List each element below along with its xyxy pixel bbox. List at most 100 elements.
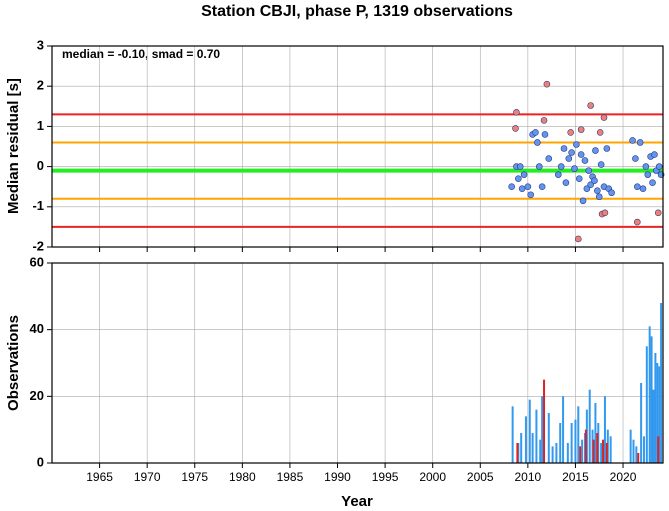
bar	[547, 413, 550, 463]
bar	[658, 366, 661, 463]
data-point	[608, 189, 615, 197]
x-tick-label: 1980	[229, 470, 256, 484]
bar	[603, 396, 606, 463]
data-point	[634, 183, 641, 190]
bar	[524, 416, 527, 463]
data-point	[560, 145, 568, 152]
chart-title: Station CBJI, phase P, 1319 observations	[201, 3, 513, 20]
data-point	[651, 151, 658, 158]
bar	[602, 439, 605, 463]
bar	[629, 429, 632, 463]
y-tick-label: 40	[30, 321, 44, 336]
data-point	[654, 209, 662, 217]
y-tick-label: -1	[32, 198, 44, 213]
y-tick-label: 3	[37, 37, 44, 52]
bar	[511, 406, 514, 463]
data-point	[557, 163, 565, 170]
x-tick-label: 1990	[324, 470, 351, 484]
data-point	[555, 171, 562, 178]
data-point	[655, 163, 663, 170]
data-point	[545, 155, 553, 162]
data-point	[595, 193, 603, 201]
data-point	[577, 151, 585, 158]
data-point	[603, 145, 611, 152]
data-point	[577, 126, 585, 133]
bar	[543, 379, 546, 463]
x-tick-label: 2005	[467, 470, 494, 484]
x-tick-label: 1975	[181, 470, 208, 484]
data-point	[541, 131, 549, 138]
bar	[650, 336, 653, 463]
data-point	[567, 129, 574, 136]
data-point	[543, 80, 551, 88]
data-point	[571, 165, 578, 172]
x-tick-label: 1965	[86, 470, 113, 484]
data-point	[540, 117, 548, 124]
data-point	[596, 129, 604, 136]
y-tick-label: 0	[37, 454, 44, 469]
x-tick-label: 1985	[277, 470, 304, 484]
data-point	[535, 163, 543, 170]
bar	[588, 389, 591, 463]
bar	[531, 433, 534, 463]
data-point	[508, 183, 515, 190]
bar	[657, 436, 660, 463]
bar	[660, 303, 663, 463]
data-point	[513, 109, 520, 116]
bar	[600, 443, 603, 463]
bar	[652, 389, 655, 463]
data-point	[512, 125, 519, 132]
y-axis-label: Observations	[5, 315, 22, 411]
data-point	[649, 179, 656, 186]
x-tick-label: 2010	[515, 470, 542, 484]
bar	[520, 433, 523, 463]
x-axis-label: Year	[341, 493, 373, 510]
data-point	[520, 171, 528, 178]
bar	[562, 396, 565, 463]
y-tick-label: 2	[37, 78, 44, 93]
data-point	[601, 209, 609, 217]
bar	[559, 423, 562, 463]
data-point	[575, 175, 583, 182]
bar	[584, 429, 587, 463]
bar	[637, 453, 640, 463]
annotation: median = -0.10, smad = 0.70	[62, 47, 220, 61]
plot-frame	[51, 262, 664, 464]
bar	[535, 409, 538, 463]
bar	[541, 396, 544, 463]
data-point	[568, 149, 575, 156]
plot-frame	[51, 45, 664, 248]
y-tick-label: 60	[30, 254, 44, 269]
data-point	[592, 147, 599, 154]
data-point	[587, 181, 594, 188]
data-point	[587, 102, 594, 109]
y-axis-label: Median residual [s]	[5, 78, 22, 214]
data-point	[636, 139, 644, 146]
data-point	[515, 175, 522, 182]
data-point	[594, 187, 601, 195]
x-tick-label: 2015	[562, 470, 589, 484]
x-tick-label: 2020	[610, 470, 637, 484]
bar	[528, 399, 531, 463]
y-tick-label: -2	[32, 238, 44, 253]
data-point	[634, 218, 641, 226]
data-point	[639, 185, 647, 193]
bar	[596, 433, 599, 463]
data-point	[524, 183, 532, 190]
bar	[539, 439, 542, 463]
data-point	[538, 183, 546, 190]
x-tick-label: 1970	[134, 470, 161, 484]
data-point	[600, 114, 608, 121]
bar	[551, 446, 554, 463]
x-tick-label: 1995	[372, 470, 399, 484]
bar	[632, 439, 635, 463]
data-point	[644, 171, 652, 178]
data-point	[629, 137, 636, 144]
data-point	[574, 235, 582, 243]
data-point	[516, 163, 524, 170]
data-point	[527, 191, 535, 199]
bar	[592, 439, 595, 463]
y-tick-label: 0	[37, 158, 44, 173]
bar	[555, 443, 558, 463]
